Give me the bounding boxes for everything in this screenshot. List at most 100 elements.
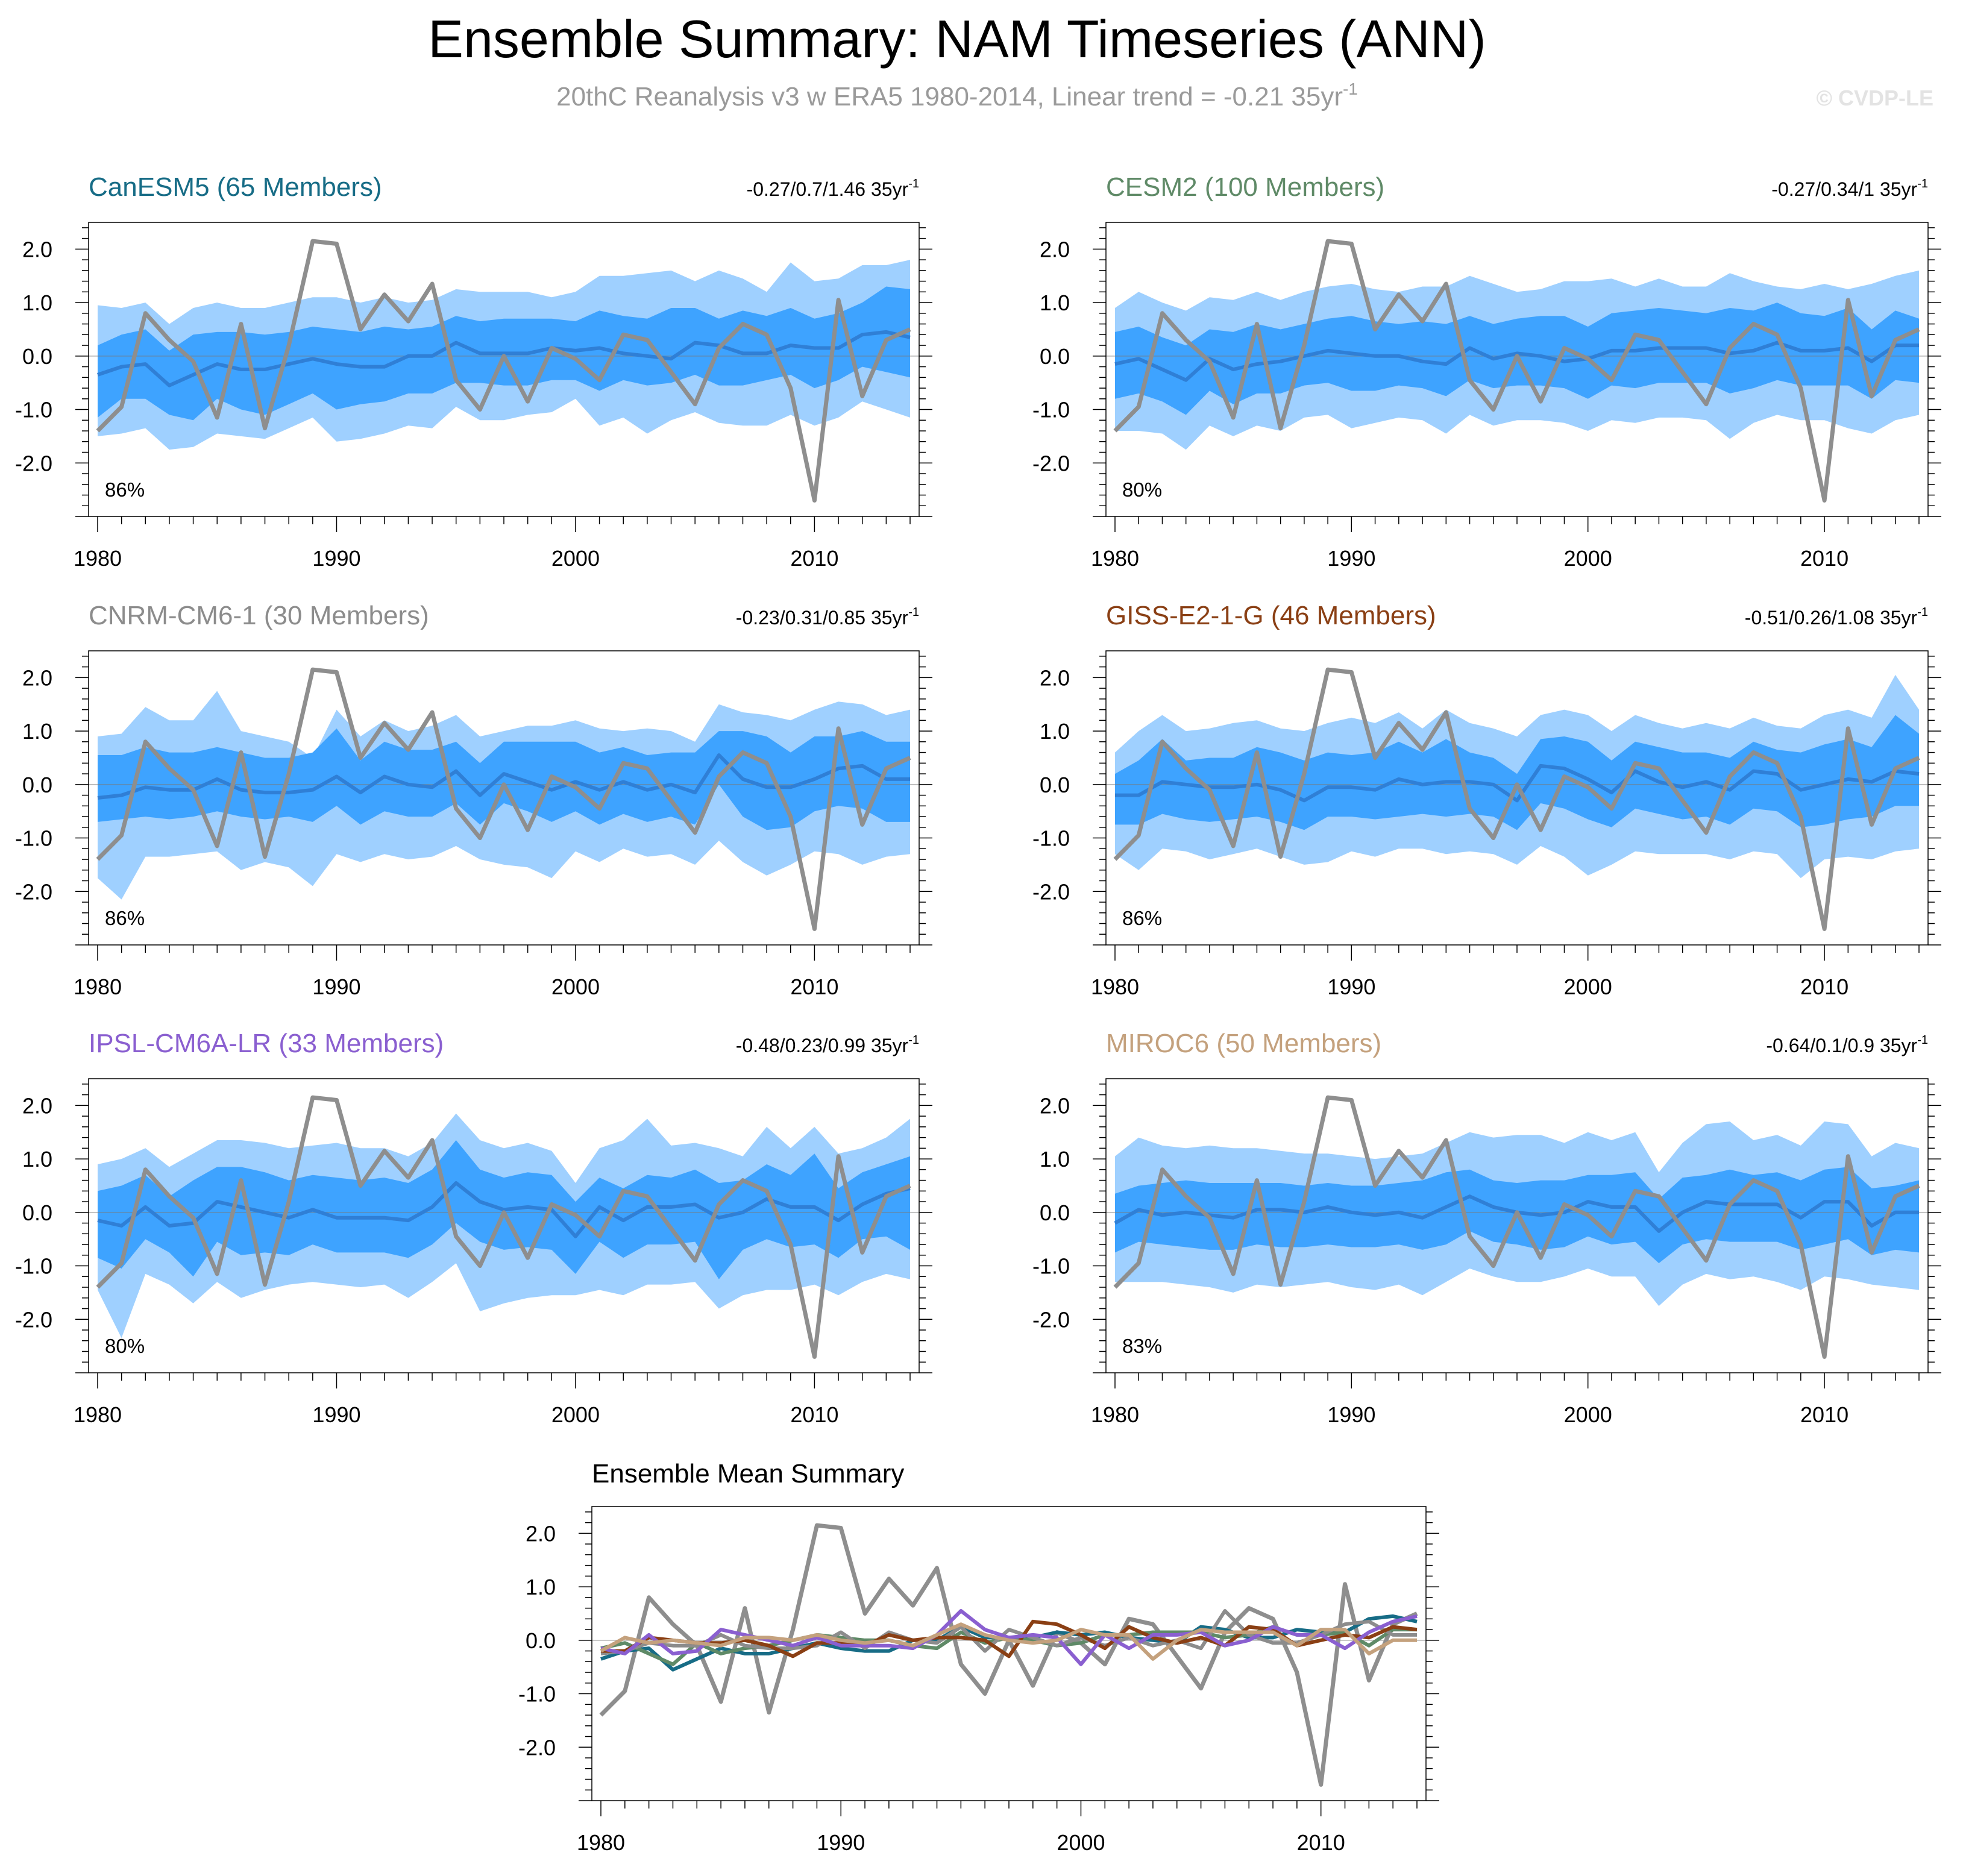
x-tick-label: 1980 xyxy=(74,1402,122,1427)
x-tick-label: 1990 xyxy=(312,974,360,999)
percent-label: 86% xyxy=(1122,907,1162,929)
percent-label: 80% xyxy=(1122,478,1162,501)
observed-line xyxy=(96,667,911,931)
trend-stats: -0.23/0.31/0.85 35yr-1 xyxy=(736,606,919,629)
y-tick-label: 0.0 xyxy=(22,773,52,797)
percent-label: 86% xyxy=(105,907,145,929)
trend-text: -0.23/0.31/0.85 35yr xyxy=(736,607,909,629)
panel-title: CNRM-CM6-1 (30 Members) xyxy=(89,601,429,630)
subtitle-superscript: -1 xyxy=(1343,80,1358,98)
x-tick-label: 1990 xyxy=(1327,1402,1375,1427)
observed-line xyxy=(1113,667,1920,931)
panel-title: CanESM5 (65 Members) xyxy=(89,172,382,202)
y-tick-label: -1.0 xyxy=(15,398,52,422)
x-tick-label: 1980 xyxy=(577,1830,625,1855)
y-tick-label: -1.0 xyxy=(15,1254,52,1279)
y-tick-label: -2.0 xyxy=(15,451,52,475)
y-tick-label: 2.0 xyxy=(22,237,52,262)
x-tick-label: 2000 xyxy=(1564,974,1612,999)
observed-line xyxy=(96,239,911,503)
y-tick-label: 0.0 xyxy=(1040,1200,1070,1225)
panel-title: CESM2 (100 Members) xyxy=(1106,172,1384,202)
y-tick-label: 1.0 xyxy=(22,290,52,315)
x-tick-label: 2000 xyxy=(1564,1402,1612,1427)
y-tick-label: 2.0 xyxy=(1040,665,1070,690)
percent-label: 80% xyxy=(105,1335,145,1357)
ensemble-mean-line xyxy=(1114,340,1919,382)
percent-label: 83% xyxy=(1122,1335,1162,1357)
x-tick-label: 2010 xyxy=(1800,1402,1848,1427)
observed-line xyxy=(1113,1095,1920,1359)
y-tick-label: 2.0 xyxy=(22,665,52,690)
chart-panel-1: CanESM5 (65 Members) -0.27/0.7/1.46 35yr-… xyxy=(15,172,932,571)
y-tick-label: -2.0 xyxy=(15,879,52,904)
x-tick-label: 1990 xyxy=(817,1830,865,1855)
y-tick-label: 2.0 xyxy=(1040,1093,1070,1118)
trend-text: -0.64/0.1/0.9 35yr xyxy=(1766,1035,1917,1056)
y-tick-label: 2.0 xyxy=(22,1093,52,1118)
trend-text: -0.27/0.34/1 35yr xyxy=(1771,178,1917,200)
trend-text: -0.48/0.23/0.99 35yr xyxy=(736,1035,909,1056)
x-tick-label: 2010 xyxy=(790,974,838,999)
trend-text: -0.27/0.7/1.46 35yr xyxy=(747,178,909,200)
y-tick-label: -1.0 xyxy=(15,826,52,851)
x-tick-label: 2000 xyxy=(551,974,600,999)
x-tick-label: 2000 xyxy=(1564,546,1612,571)
panel-title: GISS-E2-1-G (46 Members) xyxy=(1106,601,1436,630)
y-tick-label: 1.0 xyxy=(22,719,52,744)
y-tick-label: 0.0 xyxy=(22,344,52,369)
y-tick-label: -1.0 xyxy=(1032,398,1070,422)
trend-superscript: -1 xyxy=(1917,606,1928,619)
x-tick-label: 1980 xyxy=(74,974,122,999)
x-tick-label: 1990 xyxy=(1327,974,1375,999)
trend-stats: -0.51/0.26/1.08 35yr-1 xyxy=(1745,606,1928,629)
y-tick-label: 1.0 xyxy=(1040,719,1070,744)
y-tick-label: -2.0 xyxy=(1032,451,1070,475)
x-tick-label: 1980 xyxy=(1091,974,1139,999)
y-tick-label: 1.0 xyxy=(1040,1147,1070,1172)
series-line-6 xyxy=(600,1622,1417,1661)
y-tick-label: -1.0 xyxy=(518,1682,556,1707)
y-tick-label: 1.0 xyxy=(526,1575,556,1599)
y-tick-label: 1.0 xyxy=(22,1147,52,1172)
y-tick-label: 1.0 xyxy=(1040,290,1070,315)
figure-title: Ensemble Summary: NAM Timeseries (ANN) xyxy=(428,9,1486,69)
figure-subtitle: 20thC Reanalysis v3 w ERA5 1980-2014, Li… xyxy=(556,80,1358,111)
panel-title: IPSL-CM6A-LR (33 Members) xyxy=(89,1029,444,1058)
x-tick-label: 1980 xyxy=(1091,546,1139,571)
x-tick-label: 1990 xyxy=(312,546,360,571)
y-tick-label: 0.0 xyxy=(22,1200,52,1225)
chart-panel-6: MIROC6 (50 Members) -0.64/0.1/0.9 35yr-1 8… xyxy=(1032,1029,1941,1427)
observed-line xyxy=(1113,239,1920,503)
y-tick-label: 2.0 xyxy=(526,1521,556,1546)
chart-panel-2: CESM2 (100 Members) -0.27/0.34/1 35yr-1 80… xyxy=(1032,172,1941,571)
trend-stats: -0.64/0.1/0.9 35yr-1 xyxy=(1766,1034,1928,1056)
chart-panels: CanESM5 (65 Members) -0.27/0.7/1.46 35yr-… xyxy=(15,172,1941,1855)
trend-superscript: -1 xyxy=(908,606,919,619)
y-tick-label: 0.0 xyxy=(1040,344,1070,369)
x-tick-label: 1980 xyxy=(74,546,122,571)
y-tick-label: -2.0 xyxy=(1032,1307,1070,1332)
x-tick-label: 1990 xyxy=(312,1402,360,1427)
x-tick-label: 1990 xyxy=(1327,546,1375,571)
trend-superscript: -1 xyxy=(1917,1034,1928,1047)
x-tick-label: 2000 xyxy=(1057,1830,1105,1855)
series-line-5 xyxy=(600,1609,1418,1666)
panel-title: Ensemble Mean Summary xyxy=(592,1459,904,1489)
chart-panel-7: Ensemble Mean Summary 2.0 1.0 0.0 -1.0 -2.0 19… xyxy=(518,1459,1439,1855)
trend-text: -0.51/0.26/1.08 35yr xyxy=(1745,607,1918,629)
chart-panel-4: GISS-E2-1-G (46 Members) -0.51/0.26/1.08 … xyxy=(1032,601,1941,999)
y-tick-label: 0.0 xyxy=(526,1628,556,1653)
trend-stats: -0.27/0.7/1.46 35yr-1 xyxy=(747,177,919,200)
percent-label: 86% xyxy=(105,478,145,501)
trend-stats: -0.27/0.34/1 35yr-1 xyxy=(1771,177,1928,200)
y-tick-label: 2.0 xyxy=(1040,237,1070,262)
chart-panel-3: CNRM-CM6-1 (30 Members) -0.23/0.31/0.85 3… xyxy=(15,601,932,999)
x-tick-label: 2010 xyxy=(1297,1830,1345,1855)
y-tick-label: -1.0 xyxy=(1032,826,1070,851)
subtitle-text: 20thC Reanalysis v3 w ERA5 1980-2014, Li… xyxy=(556,82,1343,111)
x-tick-label: 2010 xyxy=(1800,546,1848,571)
x-tick-label: 1980 xyxy=(1091,1402,1139,1427)
y-tick-label: -2.0 xyxy=(518,1735,556,1760)
